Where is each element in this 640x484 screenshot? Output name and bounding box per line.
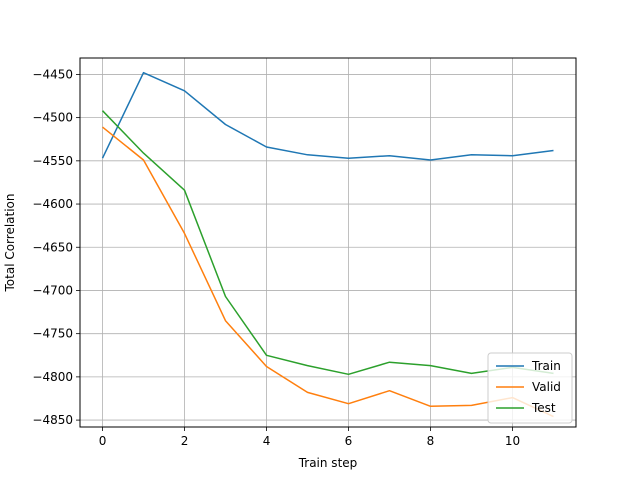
series-lines <box>101 71 554 418</box>
legend: Train Valid Test <box>487 352 573 424</box>
y-tick-label: −4650 <box>32 240 73 254</box>
legend-box <box>487 352 573 424</box>
x-axis-label: Train step <box>298 456 358 470</box>
y-tick-label: −4850 <box>32 413 73 427</box>
plot-frame <box>79 57 577 428</box>
x-tick-label: 6 <box>345 434 353 448</box>
y-axis-label: Total Correlation <box>3 193 17 292</box>
legend-label-valid: Valid <box>532 380 561 394</box>
y-tick-label: −4500 <box>32 111 73 125</box>
y-tick-label: −4600 <box>32 197 73 211</box>
x-tick-label: 0 <box>99 434 107 448</box>
y-tick-label: −4800 <box>32 370 73 384</box>
y-tick-label: −4450 <box>32 67 73 81</box>
legend-label-train: Train <box>531 359 561 373</box>
x-tick-label: 4 <box>263 434 271 448</box>
y-tick-label: −4700 <box>32 283 73 297</box>
x-tick-label: 8 <box>427 434 435 448</box>
series-line-test <box>101 110 554 376</box>
y-tick-label: −4750 <box>32 327 73 341</box>
series-line-train <box>101 71 554 161</box>
series-line-valid <box>102 126 554 418</box>
legend-label-test: Test <box>531 401 556 415</box>
y-tick-label: −4550 <box>32 154 73 168</box>
axis-ticks: 0 2 4 6 8 10 −4850 −4800 −4750 −4700 −4650 −4600 −45… <box>32 67 520 448</box>
grid-lines <box>80 58 576 427</box>
x-tick-label: 2 <box>181 434 189 448</box>
x-tick-label: 10 <box>505 434 520 448</box>
